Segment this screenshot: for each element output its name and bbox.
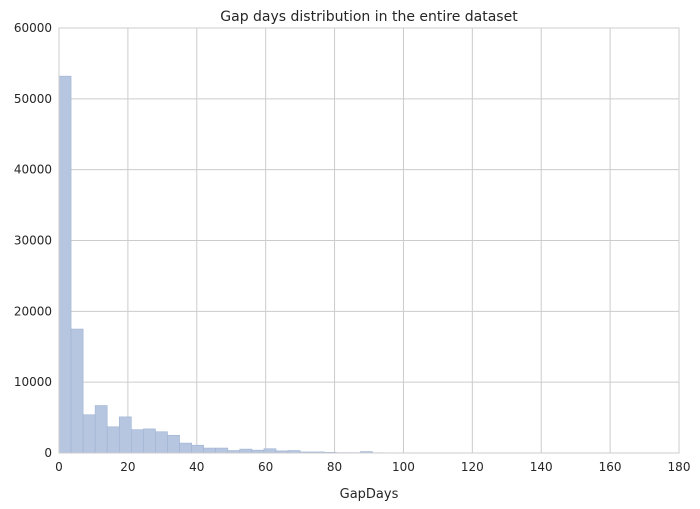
histogram-bar [106,426,120,454]
y-tick-label: 20000 [14,304,52,318]
histogram-bar [131,429,144,454]
x-tick-label: 160 [599,460,622,474]
x-tick-label: 140 [530,460,553,474]
histogram-bar [94,405,108,454]
grid-layer [58,27,680,454]
ticks-layer: 0 20 40 60 80 100 120 140 160 180 0 10000 20000 30000… [14,21,691,474]
histogram-bar [167,434,180,454]
x-tick-label: 0 [55,460,63,474]
y-tick-label: 60000 [14,21,52,35]
y-tick-label: 0 [44,446,52,460]
histogram-bar [179,442,192,454]
y-tick-label: 30000 [14,234,52,248]
x-tick-label: 100 [392,460,415,474]
x-tick-label: 120 [461,460,484,474]
histogram-bar [155,431,168,454]
y-tick-label: 50000 [14,92,52,106]
bars-layer [58,75,663,454]
histogram-bar [118,416,132,454]
x-tick-label: 60 [258,460,273,474]
y-tick-label: 10000 [14,375,52,389]
y-tick-label: 40000 [14,163,52,177]
histogram-bar [215,447,229,454]
x-tick-label: 180 [668,460,691,474]
histogram-bar [263,448,277,454]
x-tick-label: 80 [327,460,342,474]
plot-frame [58,27,680,454]
histogram-bar [239,448,253,454]
x-axis-label: GapDays [340,487,399,502]
x-tick-label: 40 [189,460,204,474]
histogram-bar [203,447,217,454]
histogram-bar [70,328,84,454]
histogram-bar [191,444,204,454]
x-tick-label: 20 [120,460,135,474]
histogram-bar [143,428,156,454]
histogram-bar [58,75,72,454]
chart-title: Gap days distribution in the entire data… [220,9,518,25]
histogram-bar [82,414,96,454]
